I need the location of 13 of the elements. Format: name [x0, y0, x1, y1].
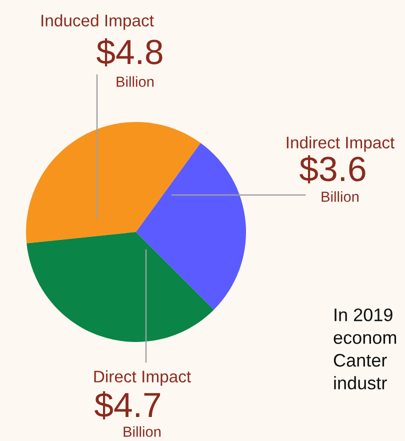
pie-slice	[136, 143, 246, 310]
text: Billion	[124, 426, 161, 437]
text: Billion	[116, 76, 154, 87]
data-label: $4.7	[94, 391, 160, 420]
text: Billion	[322, 191, 359, 202]
data-label: $4.8	[96, 38, 162, 66]
text: In 2019 econom Canter industr	[334, 308, 396, 390]
pie-slice	[26, 122, 201, 244]
slice-label: Indirect Impact	[286, 136, 395, 152]
slice-label: Induced Impact	[42, 14, 154, 30]
slice-label: Direct Impact	[94, 370, 191, 386]
data-label: $3.6	[300, 155, 366, 184]
pie-slice	[26, 232, 214, 342]
